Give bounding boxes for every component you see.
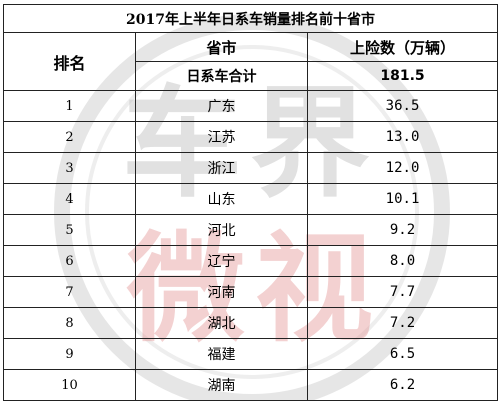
table-row: 8 湖北 7.2 bbox=[3, 307, 499, 339]
header-rank: 排名 bbox=[3, 32, 136, 91]
value-cell: 6.5 bbox=[306, 338, 499, 370]
table-row: 9 福建 6.5 bbox=[3, 338, 499, 370]
total-value: 181.5 bbox=[306, 61, 499, 91]
value-cell: 8.0 bbox=[306, 245, 499, 277]
rank-cell: 1 bbox=[3, 90, 136, 122]
table-row: 3 浙江 12.0 bbox=[3, 152, 499, 184]
province-cell: 河北 bbox=[135, 214, 308, 246]
total-label: 日系车合计 bbox=[135, 61, 308, 91]
table-row: 1 广东 36.5 bbox=[3, 90, 499, 122]
value-cell: 13.0 bbox=[306, 121, 499, 153]
province-cell: 广东 bbox=[135, 90, 308, 122]
province-cell: 山东 bbox=[135, 183, 308, 215]
province-cell: 湖南 bbox=[135, 369, 308, 401]
table-row: 10 湖南 6.2 bbox=[3, 369, 499, 401]
table-row: 5 河北 9.2 bbox=[3, 214, 499, 246]
rank-cell: 8 bbox=[3, 307, 136, 339]
table-row: 4 山东 10.1 bbox=[3, 183, 499, 215]
value-cell: 10.1 bbox=[306, 183, 499, 215]
rank-cell: 9 bbox=[3, 338, 136, 370]
province-cell: 江苏 bbox=[135, 121, 308, 153]
rank-cell: 10 bbox=[3, 369, 136, 401]
rank-cell: 6 bbox=[3, 245, 136, 277]
rank-cell: 4 bbox=[3, 183, 136, 215]
province-cell: 浙江 bbox=[135, 152, 308, 184]
value-cell: 36.5 bbox=[306, 90, 499, 122]
rank-cell: 5 bbox=[3, 214, 136, 246]
table-row: 2 江苏 13.0 bbox=[3, 121, 499, 153]
table-row: 6 辽宁 8.0 bbox=[3, 245, 499, 277]
sales-ranking-table: 2017年上半年日系车销量排名前十省市 排名 省市 上险数（万辆） 日系车合计 … bbox=[2, 4, 499, 401]
rank-cell: 3 bbox=[3, 152, 136, 184]
province-cell: 福建 bbox=[135, 338, 308, 370]
value-cell: 12.0 bbox=[306, 152, 499, 184]
header-province: 省市 bbox=[135, 32, 308, 62]
table-row: 7 河南 7.7 bbox=[3, 276, 499, 308]
value-cell: 7.2 bbox=[306, 307, 499, 339]
province-cell: 辽宁 bbox=[135, 245, 308, 277]
value-cell: 9.2 bbox=[306, 214, 499, 246]
header-sales: 上险数（万辆） bbox=[306, 32, 499, 62]
value-cell: 7.7 bbox=[306, 276, 499, 308]
value-cell: 6.2 bbox=[306, 369, 499, 401]
table-title: 2017年上半年日系车销量排名前十省市 bbox=[2, 4, 499, 33]
province-cell: 湖北 bbox=[135, 307, 308, 339]
rank-cell: 2 bbox=[3, 121, 136, 153]
rank-cell: 7 bbox=[3, 276, 136, 308]
province-cell: 河南 bbox=[135, 276, 308, 308]
